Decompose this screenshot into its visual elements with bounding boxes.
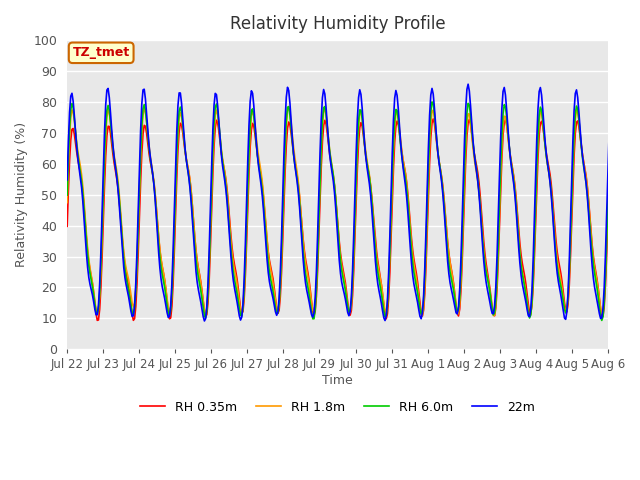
22m: [387, 191, 395, 197]
Legend: RH 0.35m, RH 1.8m, RH 6.0m, 22m: RH 0.35m, RH 1.8m, RH 6.0m, 22m: [135, 396, 540, 419]
RH 1.8m: [525, 313, 533, 319]
Title: Relativity Humidity Profile: Relativity Humidity Profile: [230, 15, 445, 33]
Line: 22m: 22m: [67, 84, 640, 321]
Text: TZ_tmet: TZ_tmet: [72, 46, 130, 60]
RH 0.35m: [308, 299, 316, 305]
RH 6.0m: [307, 301, 314, 307]
RH 6.0m: [488, 307, 496, 312]
RH 0.35m: [429, 116, 437, 122]
RH 0.35m: [387, 236, 395, 241]
22m: [244, 158, 252, 164]
22m: [200, 318, 208, 324]
Line: RH 0.35m: RH 0.35m: [67, 119, 640, 320]
22m: [464, 81, 472, 87]
RH 6.0m: [413, 290, 421, 296]
22m: [415, 307, 422, 312]
RH 0.35m: [589, 253, 597, 259]
RH 1.8m: [415, 294, 422, 300]
RH 1.8m: [285, 104, 292, 110]
RH 1.8m: [589, 256, 597, 262]
RH 6.0m: [386, 248, 394, 254]
22m: [63, 177, 71, 183]
RH 0.35m: [415, 289, 422, 295]
RH 0.35m: [93, 317, 101, 323]
RH 1.8m: [387, 218, 395, 224]
22m: [490, 311, 497, 316]
RH 6.0m: [428, 99, 436, 105]
RH 6.0m: [634, 320, 640, 326]
Line: RH 6.0m: RH 6.0m: [67, 102, 640, 323]
RH 1.8m: [308, 300, 316, 306]
RH 6.0m: [588, 251, 596, 256]
RH 1.8m: [488, 306, 496, 312]
RH 1.8m: [63, 200, 71, 205]
RH 0.35m: [490, 312, 497, 317]
RH 6.0m: [63, 192, 71, 198]
Line: RH 1.8m: RH 1.8m: [67, 107, 640, 316]
RH 0.35m: [244, 204, 252, 210]
X-axis label: Time: Time: [322, 374, 353, 387]
RH 0.35m: [63, 224, 71, 229]
22m: [589, 276, 597, 281]
22m: [308, 312, 316, 318]
RH 6.0m: [243, 220, 250, 226]
RH 1.8m: [243, 229, 250, 235]
Y-axis label: Relativity Humidity (%): Relativity Humidity (%): [15, 122, 28, 267]
